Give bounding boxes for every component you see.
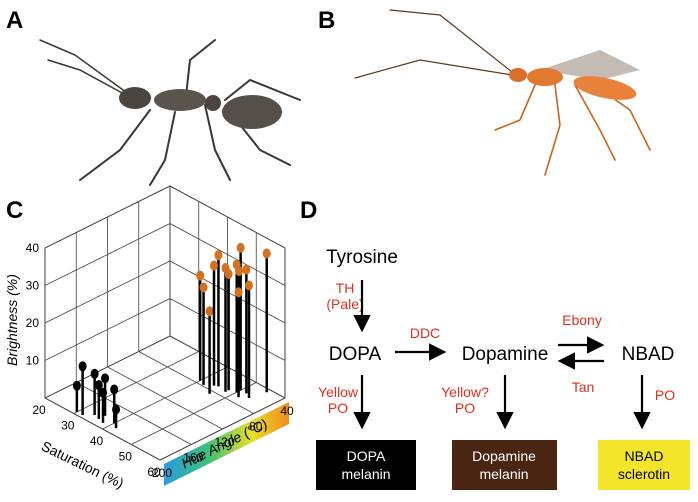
- enzyme: PO: [328, 400, 348, 416]
- grid-line: [44, 185, 286, 249]
- z-axis-label: Brightness (%): [4, 274, 20, 366]
- wasp-photo: [354, 9, 651, 176]
- grid-line: [138, 201, 254, 414]
- arrows: [353, 280, 651, 430]
- point: [72, 380, 81, 391]
- grid-line: [44, 223, 286, 286]
- point: [112, 404, 121, 415]
- point: [262, 248, 271, 259]
- point: [236, 242, 245, 253]
- point: [242, 264, 251, 275]
- point: [234, 287, 243, 298]
- x-tick-label: 50: [119, 450, 133, 464]
- product-box: [316, 440, 416, 490]
- z-tick-label: 40: [26, 241, 40, 255]
- y-tick-label: 40: [280, 404, 294, 418]
- x-tick-label: 40: [90, 434, 104, 448]
- panel-label: A: [6, 7, 23, 34]
- point: [101, 373, 110, 384]
- enzyme: PO: [655, 387, 675, 403]
- product: melanin: [479, 466, 528, 482]
- point: [210, 260, 218, 271]
- x-axis-label: Saturation (%): [39, 438, 126, 492]
- point: [205, 306, 214, 317]
- product-box: [452, 440, 557, 490]
- x-tick-label: 30: [61, 419, 75, 433]
- point: [90, 368, 99, 379]
- z-tick-label: 30: [26, 279, 40, 293]
- enzyme: Yellow?: [441, 384, 489, 400]
- node: Tyrosine: [326, 247, 398, 268]
- grid-line: [73, 201, 200, 414]
- chart-3d: Hue Angle (°C)10203040203040506020016012…: [4, 185, 294, 492]
- enzyme: TH: [336, 280, 355, 296]
- y-tick-label: 200: [152, 466, 172, 480]
- enzyme: Ebony: [562, 312, 602, 328]
- x-tick-label: 20: [32, 403, 46, 417]
- product: sclerotin: [618, 466, 670, 482]
- point: [235, 266, 244, 277]
- node: DOPA: [329, 344, 382, 365]
- product: Dopamine: [472, 448, 536, 464]
- panel-label: C: [6, 197, 23, 224]
- z-tick-label: 10: [26, 354, 40, 368]
- point: [78, 361, 87, 372]
- ant-photo: [39, 39, 301, 186]
- enzyme: PO: [455, 400, 475, 416]
- point: [196, 270, 205, 281]
- y-tick-label: 160: [183, 451, 203, 465]
- z-tick-label: 20: [26, 316, 40, 330]
- enzyme: Yellow: [318, 384, 359, 400]
- panel-label: D: [300, 197, 317, 224]
- y-tick-label: 120: [214, 435, 234, 449]
- product-box: [598, 440, 690, 490]
- point: [110, 384, 119, 395]
- pathway: Tyrosine DOPA Dopamine NBAD TH (Pale) DD…: [316, 247, 690, 490]
- product: melanin: [341, 466, 390, 482]
- y-tick-label: 80: [249, 420, 263, 434]
- x-tick-label: 60: [147, 465, 161, 479]
- product: DOPA: [347, 448, 386, 464]
- hue-gradient: [164, 402, 289, 486]
- product: NBAD: [625, 448, 664, 464]
- enzyme: (Pale): [326, 296, 363, 312]
- point: [214, 250, 223, 261]
- enzyme: DDC: [410, 325, 440, 341]
- point: [94, 380, 103, 391]
- enzyme: Tan: [572, 379, 595, 395]
- node: NBAD: [622, 344, 675, 365]
- point: [199, 282, 208, 293]
- panel-label: B: [318, 7, 335, 34]
- grid-line: [107, 217, 223, 430]
- point: [245, 280, 253, 291]
- node: Dopamine: [462, 344, 549, 365]
- grid-line: [44, 248, 161, 461]
- point: [224, 269, 233, 279]
